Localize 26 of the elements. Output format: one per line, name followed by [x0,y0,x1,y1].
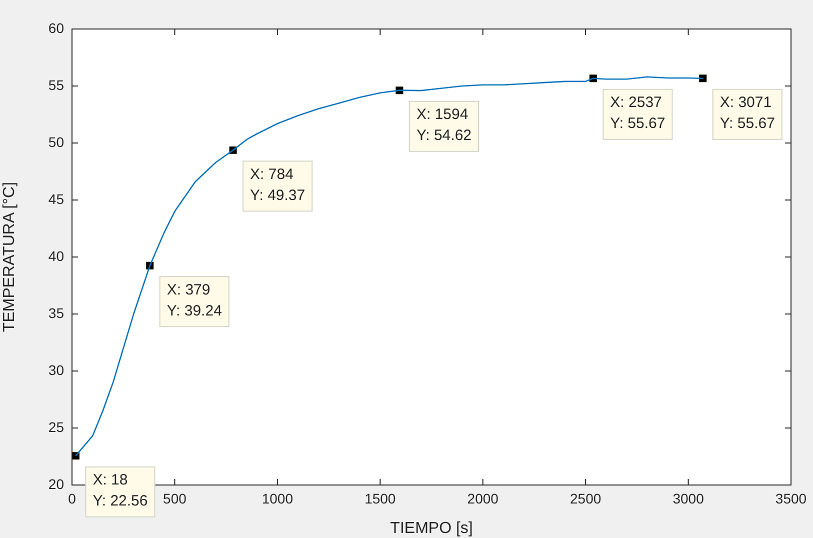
x-axis-title: TIEMPO [s] [390,520,473,537]
y-tick-label: 45 [48,190,64,207]
y-tick-label: 35 [48,304,64,321]
x-tick-label: 2500 [570,490,602,506]
y-tick-label: 30 [48,362,64,378]
annotation: X: 784 Y: 49.37 [250,166,306,204]
y-tick-label: 40 [48,248,64,264]
x-tick-label: 500 [163,490,187,506]
y-tick-label: 25 [48,418,64,435]
annotation: X: 18 Y: 22.56 [92,471,148,510]
x-tick-label: 0 [68,490,76,506]
annotation: X: 1594 Y: 54.62 [416,106,472,144]
y-tick-label: 20 [48,476,64,492]
point [698,74,708,84]
x-tick-label: 1000 [262,490,294,506]
x-tick-label: 3500 [775,490,807,506]
annotation: X: 2537 Y: 55.67 [610,94,666,132]
x-tick-label: 3000 [672,490,704,506]
y-tick-label: 60 [48,20,64,36]
y-axis-title: TEMPERATURA [°C] [1,182,18,332]
y-tick-label: 50 [48,134,64,150]
annotation: X: 3071 Y: 55.67 [720,94,775,132]
y-tick-label: 55 [48,76,64,93]
x-tick-label: 2000 [467,490,499,506]
annotation: X: 379 Y: 39.24 [166,281,222,320]
x-tick-label: 1500 [364,490,396,506]
